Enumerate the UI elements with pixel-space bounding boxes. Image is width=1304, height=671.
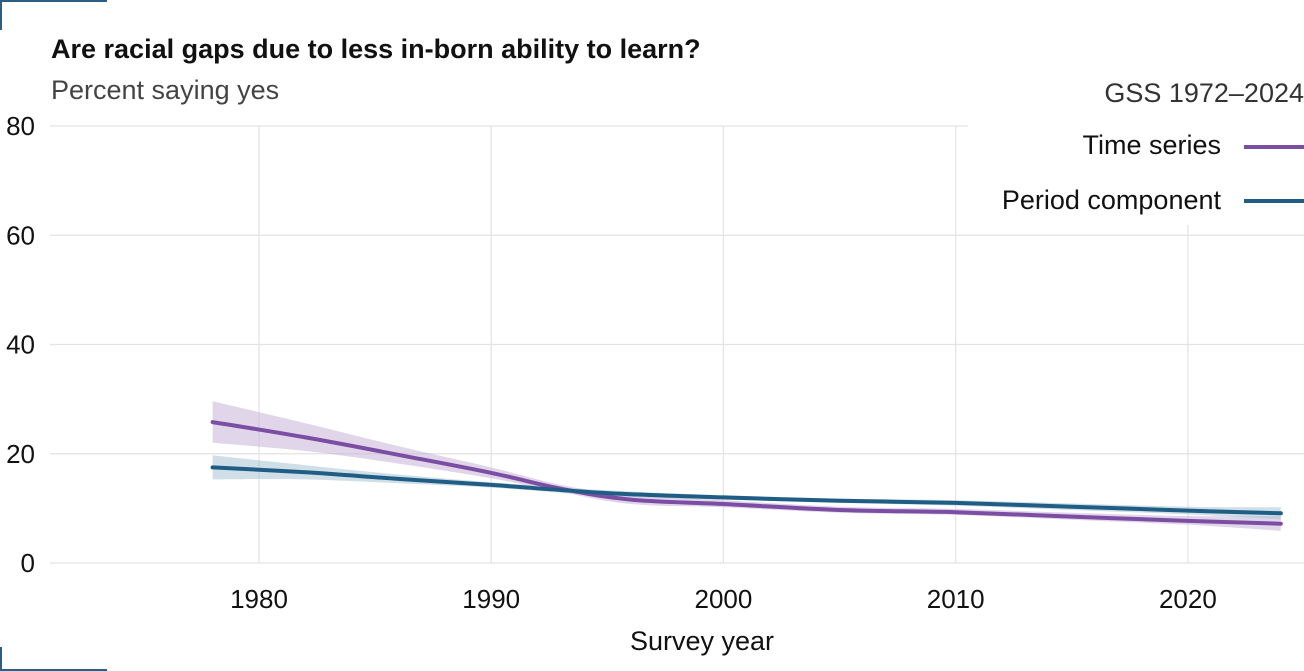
x-tick-label-2020: 2020 <box>1159 584 1217 614</box>
y-tick-label-40: 40 <box>6 330 35 360</box>
chart-subtitle: Percent saying yes <box>51 75 280 105</box>
legend-label-time-series: Time series <box>1082 130 1221 160</box>
x-tick-label-1980: 1980 <box>230 584 288 614</box>
legend-swatch-period-component <box>1244 199 1304 203</box>
frame-corner-top-left <box>0 0 107 30</box>
legend-swatch-time-series <box>1244 145 1304 149</box>
x-tick-label-1990: 1990 <box>462 584 520 614</box>
frame-corner-bottom-left <box>0 647 107 671</box>
legend-backdrop <box>968 60 1304 225</box>
x-axis-title: Survey year <box>630 626 774 656</box>
y-tick-label-0: 0 <box>21 548 35 578</box>
legend-title: GSS 1972–2024 <box>1104 78 1304 108</box>
y-tick-label-80: 80 <box>6 111 35 141</box>
chart-title: Are racial gaps due to less in-born abil… <box>51 34 701 64</box>
x-tick-label-2000: 2000 <box>695 584 753 614</box>
y-tick-label-20: 20 <box>6 439 35 469</box>
series-line-1 <box>210 465 1283 516</box>
y-tick-label-60: 60 <box>6 220 35 250</box>
series-line-0 <box>210 420 1283 526</box>
x-tick-label-2010: 2010 <box>927 584 985 614</box>
legend-label-period-component: Period component <box>1001 185 1221 215</box>
